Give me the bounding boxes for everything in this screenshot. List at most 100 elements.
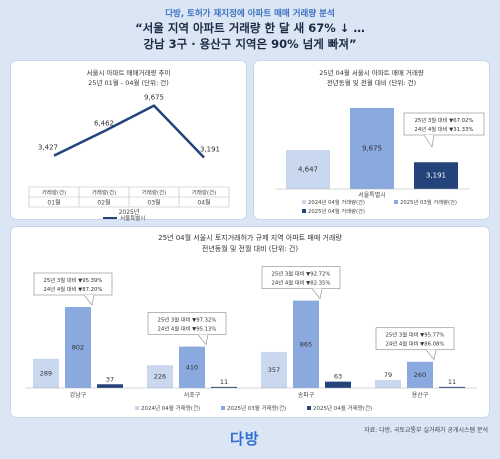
data-label: 289 bbox=[40, 369, 52, 377]
bar-2 bbox=[211, 386, 237, 388]
legend-swatch bbox=[307, 406, 311, 410]
tick-label: 01월 bbox=[47, 199, 60, 207]
legend-swatch bbox=[394, 200, 398, 204]
chart2-svg: 4,647 9,675 3,191 서울특별시 25년 3월 대비 ▼67.02%24년… bbox=[276, 107, 485, 215]
callout-pointer bbox=[197, 334, 209, 346]
data-label: 6,462 bbox=[94, 119, 114, 127]
tick-label: 서초구 bbox=[184, 391, 201, 399]
monthly-trend-panel: 서울시 아파트 매매거래량 추이 25년 01월 - 04월 (단위: 건) 3… bbox=[10, 60, 247, 221]
bar-2 bbox=[97, 384, 123, 388]
data-label: 3,191 bbox=[200, 145, 220, 153]
table-header-cell: 거래량(건) bbox=[192, 189, 217, 197]
legend-swatch bbox=[302, 200, 306, 204]
headline-line-1: “서울 지역 아파트 거래량 한 달 새 67% ↓ … bbox=[135, 21, 365, 35]
callout-text: 25년 3월 대비 ▼97.32% bbox=[158, 316, 217, 324]
series-line-seoul bbox=[53, 104, 205, 159]
bar-1 bbox=[407, 361, 433, 388]
bar-2 bbox=[325, 381, 351, 388]
tick-label: 서울특별시 bbox=[358, 191, 386, 199]
legend-swatch bbox=[302, 209, 306, 213]
chart3-subtitle: 전년동월 및 전월 대비 (단위: 건) bbox=[201, 245, 299, 253]
bar-0 bbox=[286, 150, 330, 189]
tick-label: 03월 bbox=[147, 199, 160, 207]
data-label: 9,675 bbox=[362, 144, 382, 152]
data-label: 11 bbox=[448, 378, 456, 386]
bar-1 bbox=[179, 346, 205, 388]
data-label: 79 bbox=[384, 371, 392, 379]
callout-text: 25년 3월 대비 ▼95.77% bbox=[386, 331, 445, 339]
data-label: 4,647 bbox=[298, 166, 318, 174]
year-label: 2025년 bbox=[119, 208, 140, 216]
chart2-title: 25년 04월 서울시 아파트 매매 거래량 bbox=[319, 69, 424, 77]
data-label: 3,427 bbox=[38, 144, 58, 152]
chart1-svg: 3,427 6,462 9,675 3,191 거래량(건) 01월 거래량(건) 02월 거래… bbox=[28, 94, 230, 221]
tick-label: 04월 bbox=[197, 199, 210, 207]
callout-text: 25년 3월 대비 ▼92.72% bbox=[272, 270, 331, 278]
legend-label: 2024년 04월 거래량(건) bbox=[308, 198, 365, 206]
bar-0 bbox=[33, 358, 59, 388]
callout-text: 25년 3월 대비 ▼67.02% bbox=[415, 116, 474, 124]
callout-box bbox=[147, 312, 227, 335]
chart1-title: 서울시 아파트 매매거래량 추이 bbox=[86, 69, 171, 77]
data-label: 865 bbox=[300, 340, 312, 348]
legend-label: 2025년 04월 거래량(건) bbox=[308, 207, 365, 215]
table-header-cell: 거래량(건) bbox=[92, 189, 117, 197]
legend-label: 서울특별시 bbox=[120, 214, 145, 221]
table-header-cell: 거래량(건) bbox=[42, 189, 67, 197]
callout-box bbox=[403, 112, 485, 136]
callout-box bbox=[261, 266, 341, 289]
bar-0 bbox=[147, 365, 173, 388]
dabang-logo: 다방 bbox=[230, 430, 260, 448]
tick-label: 02월 bbox=[97, 199, 110, 207]
data-label: 37 bbox=[106, 375, 114, 383]
chart3-title: 25년 04월 서울시 토지거래허가 규제 지역 아파트 매매 거래량 bbox=[158, 234, 342, 242]
callout-text: 24년 4월 대비 ▼31.33% bbox=[415, 125, 474, 133]
legend-label: 2025년 03월 거래량(건) bbox=[227, 404, 286, 412]
callout-pointer bbox=[311, 288, 323, 300]
source-note: 자료: 다방, 국토교통부 실거래가 공개시스템 분석 bbox=[364, 427, 488, 434]
headline-line-2: 강남 3구 · 용산구 지역은 90% 넘게 빠져” bbox=[143, 37, 357, 51]
legend-label: 2025년 04월 거래량(건) bbox=[313, 404, 372, 412]
callout-pointer bbox=[83, 294, 95, 306]
data-label: 3,191 bbox=[426, 172, 446, 180]
callout-text: 24년 4월 대비 ▼95.13% bbox=[158, 325, 217, 333]
legend-swatch bbox=[135, 406, 139, 410]
data-label: 260 bbox=[414, 371, 426, 379]
tick-label: 용산구 bbox=[412, 391, 429, 399]
data-label: 357 bbox=[268, 366, 280, 374]
callout-box bbox=[33, 272, 113, 296]
chart2-subtitle: 전년동월 및 전월 대비 (단위: 건) bbox=[326, 79, 417, 87]
regulated-district-panel: 25년 04월 서울시 토지거래허가 규제 지역 아파트 매매 거래량 전년동월… bbox=[10, 226, 490, 418]
bar-0 bbox=[375, 380, 401, 388]
callout-text: 24년 4월 대비 ▼87.20% bbox=[44, 285, 103, 293]
data-label: 63 bbox=[334, 373, 342, 381]
callout-text: 24년 4월 대비 ▼82.35% bbox=[272, 279, 331, 287]
callout-box bbox=[375, 327, 455, 351]
data-label: 226 bbox=[154, 373, 166, 381]
tick-label: 강남구 bbox=[70, 391, 87, 399]
callout-pointer bbox=[425, 349, 437, 361]
seoul-comparison-panel: 25년 04월 서울시 아파트 매매 거래량 전년동월 및 전월 대비 (단위:… bbox=[253, 60, 490, 220]
bar-0 bbox=[261, 351, 287, 388]
table-header-cell: 거래량(건) bbox=[142, 189, 167, 197]
chart1-subtitle: 25년 01월 - 04월 (단위: 건) bbox=[88, 79, 169, 87]
callout-pointer bbox=[423, 134, 435, 148]
data-label: 410 bbox=[186, 363, 198, 371]
legend-label: 2024년 04월 거래량(건) bbox=[141, 404, 200, 412]
bar-2 bbox=[414, 162, 458, 189]
callout-text: 24년 4월 대비 ▼86.08% bbox=[386, 340, 445, 348]
data-label: 11 bbox=[220, 378, 228, 386]
bar-2 bbox=[439, 386, 465, 388]
header: 다방, 토허가 재지정에 아파트 매매 거래량 분석 “서울 지역 아파트 거래… bbox=[0, 0, 500, 58]
callout-text: 25년 3월 대비 ▼95.39% bbox=[44, 276, 103, 284]
tick-label: 송파구 bbox=[298, 391, 315, 399]
legend-label: 2025년 03월 거래량(건) bbox=[400, 198, 457, 206]
data-label: 802 bbox=[72, 343, 84, 351]
bar-1 bbox=[350, 107, 394, 189]
legend-swatch bbox=[221, 406, 225, 410]
header-subtitle: 다방, 토허가 재지정에 아파트 매매 거래량 분석 bbox=[165, 9, 335, 19]
data-label: 9,675 bbox=[144, 94, 164, 102]
bar-1 bbox=[65, 306, 91, 388]
bar-1 bbox=[293, 300, 319, 388]
